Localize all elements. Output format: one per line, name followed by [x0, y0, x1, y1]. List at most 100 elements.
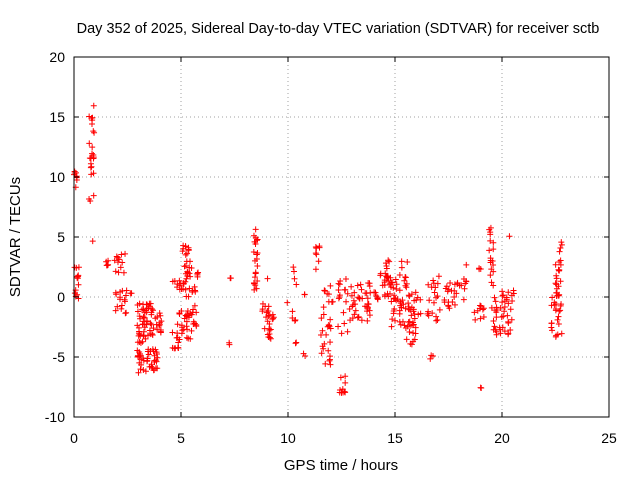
data-point	[73, 174, 80, 181]
data-point	[348, 283, 355, 290]
data-point	[252, 226, 259, 233]
data-point	[498, 313, 505, 320]
data-point	[141, 309, 148, 316]
data-point	[175, 339, 182, 346]
data-point	[115, 269, 122, 276]
y-tick-label: 15	[49, 109, 65, 125]
data-point	[348, 292, 355, 299]
data-point	[327, 339, 334, 346]
data-point	[405, 300, 412, 307]
data-point	[156, 310, 163, 317]
data-point	[252, 240, 259, 247]
data-point	[284, 299, 291, 306]
data-point	[460, 296, 467, 303]
x-axis-label: GPS time / hours	[284, 457, 398, 474]
data-point	[505, 330, 512, 337]
data-point	[328, 299, 335, 305]
data-point	[549, 294, 556, 301]
data-point	[350, 297, 357, 304]
data-point	[135, 353, 142, 360]
data-point	[183, 258, 190, 265]
data-point	[451, 287, 458, 294]
data-point	[500, 292, 507, 299]
data-point	[147, 320, 154, 327]
data-point	[120, 269, 127, 276]
data-point	[254, 250, 261, 257]
data-point	[335, 280, 342, 287]
data-point	[344, 290, 351, 297]
data-point	[355, 294, 362, 301]
data-point	[178, 330, 185, 337]
x-tick-label: 25	[601, 430, 617, 446]
data-point	[461, 285, 468, 292]
data-point	[145, 351, 152, 358]
data-point	[87, 164, 94, 171]
data-point	[261, 325, 268, 332]
y-tick-label: -5	[53, 349, 66, 365]
data-point	[148, 361, 155, 368]
data-point	[401, 277, 408, 284]
data-point	[506, 233, 513, 240]
data-point	[403, 336, 410, 343]
x-tick-label: 10	[280, 430, 296, 446]
data-point	[191, 302, 198, 309]
data-point	[141, 314, 148, 321]
data-point	[71, 168, 78, 175]
data-point	[503, 296, 510, 303]
y-tick-label: 20	[49, 49, 65, 65]
data-point	[507, 306, 514, 313]
data-point	[442, 285, 449, 292]
data-point	[227, 275, 234, 282]
data-point	[342, 276, 349, 283]
data-point	[291, 268, 298, 275]
data-point	[114, 259, 121, 266]
data-point	[405, 292, 412, 299]
data-point	[182, 286, 189, 293]
data-point	[90, 152, 97, 159]
data-point	[90, 102, 97, 109]
data-point	[488, 304, 495, 311]
data-point	[312, 250, 319, 257]
data-point	[293, 339, 300, 346]
data-points	[71, 102, 565, 396]
data-point	[349, 302, 356, 309]
data-point	[487, 255, 494, 262]
data-point	[486, 247, 493, 254]
data-point	[134, 308, 141, 315]
data-point	[410, 330, 417, 337]
data-point	[555, 321, 562, 328]
data-point	[558, 301, 565, 308]
data-point	[433, 317, 440, 324]
data-point	[477, 303, 484, 310]
data-point	[183, 250, 190, 257]
data-point	[434, 280, 441, 287]
data-point	[312, 266, 319, 273]
data-point	[436, 306, 443, 313]
data-point	[336, 386, 343, 393]
data-point	[341, 320, 348, 327]
data-point	[372, 289, 379, 296]
data-point	[191, 283, 198, 290]
data-point	[292, 317, 299, 324]
data-point	[417, 310, 424, 317]
data-point	[112, 268, 119, 275]
data-point	[264, 307, 271, 314]
data-point	[104, 262, 111, 269]
data-point	[397, 321, 404, 328]
data-point	[429, 310, 436, 317]
data-point	[138, 306, 145, 313]
data-point	[265, 333, 272, 340]
data-point	[501, 308, 508, 315]
data-point	[500, 313, 507, 320]
data-point	[90, 170, 97, 177]
data-point	[352, 307, 359, 314]
data-point	[377, 272, 384, 279]
data-point	[157, 328, 164, 335]
data-point	[343, 298, 350, 305]
data-point	[505, 289, 512, 296]
data-point	[86, 113, 93, 120]
data-point	[259, 300, 266, 307]
data-point	[187, 273, 194, 280]
data-point	[557, 261, 564, 268]
data-point	[493, 309, 500, 316]
